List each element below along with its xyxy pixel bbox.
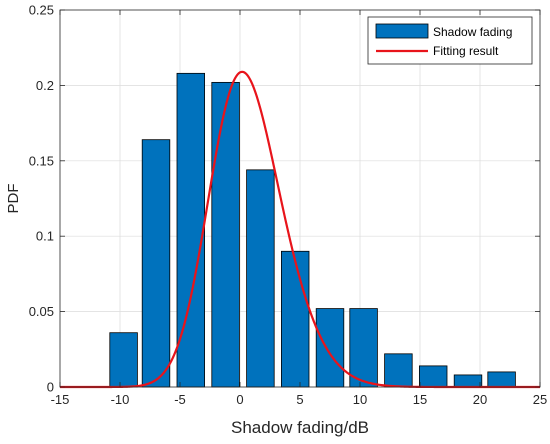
y-tick-label: 0.05 (29, 304, 54, 319)
bar (315, 308, 345, 388)
bar (487, 371, 516, 388)
y-tick-label: 0.1 (36, 229, 54, 244)
x-tick-label: -10 (111, 392, 130, 407)
legend-label-shadow-fading: Shadow fading (433, 25, 512, 39)
x-tick-label: -5 (174, 392, 186, 407)
x-axis-label: Shadow fading/dB (231, 418, 369, 437)
y-tick-label: 0 (47, 380, 54, 395)
y-axis-label: PDF (5, 184, 22, 214)
legend: Shadow fading Fitting result (367, 16, 533, 65)
bar (453, 374, 483, 388)
y-tick-label: 0.15 (29, 153, 54, 168)
bar (211, 81, 240, 388)
x-tick-label: 0 (236, 392, 243, 407)
bar (109, 332, 138, 388)
y-tick-label: 0.25 (29, 3, 54, 18)
bar (349, 308, 378, 388)
x-tick-label: 5 (296, 392, 303, 407)
x-tick-label: 20 (473, 392, 487, 407)
legend-bar-swatch (375, 23, 429, 39)
x-tick-label: 25 (533, 392, 547, 407)
y-ticks: 0 0.05 0.1 0.15 0.2 0.25 (29, 3, 540, 395)
bar (418, 365, 448, 388)
bar (280, 250, 310, 388)
bar (176, 72, 206, 388)
x-ticks: -15 -10 -5 0 5 10 15 20 25 (51, 10, 547, 407)
bar (384, 353, 413, 388)
y-tick-label: 0.2 (36, 78, 54, 93)
x-tick-label: -15 (51, 392, 70, 407)
x-tick-label: 15 (413, 392, 427, 407)
x-tick-label: 10 (353, 392, 367, 407)
bars (109, 72, 516, 388)
bar (246, 169, 275, 388)
bar (141, 139, 171, 388)
legend-label-fitting-result: Fitting result (433, 44, 499, 58)
